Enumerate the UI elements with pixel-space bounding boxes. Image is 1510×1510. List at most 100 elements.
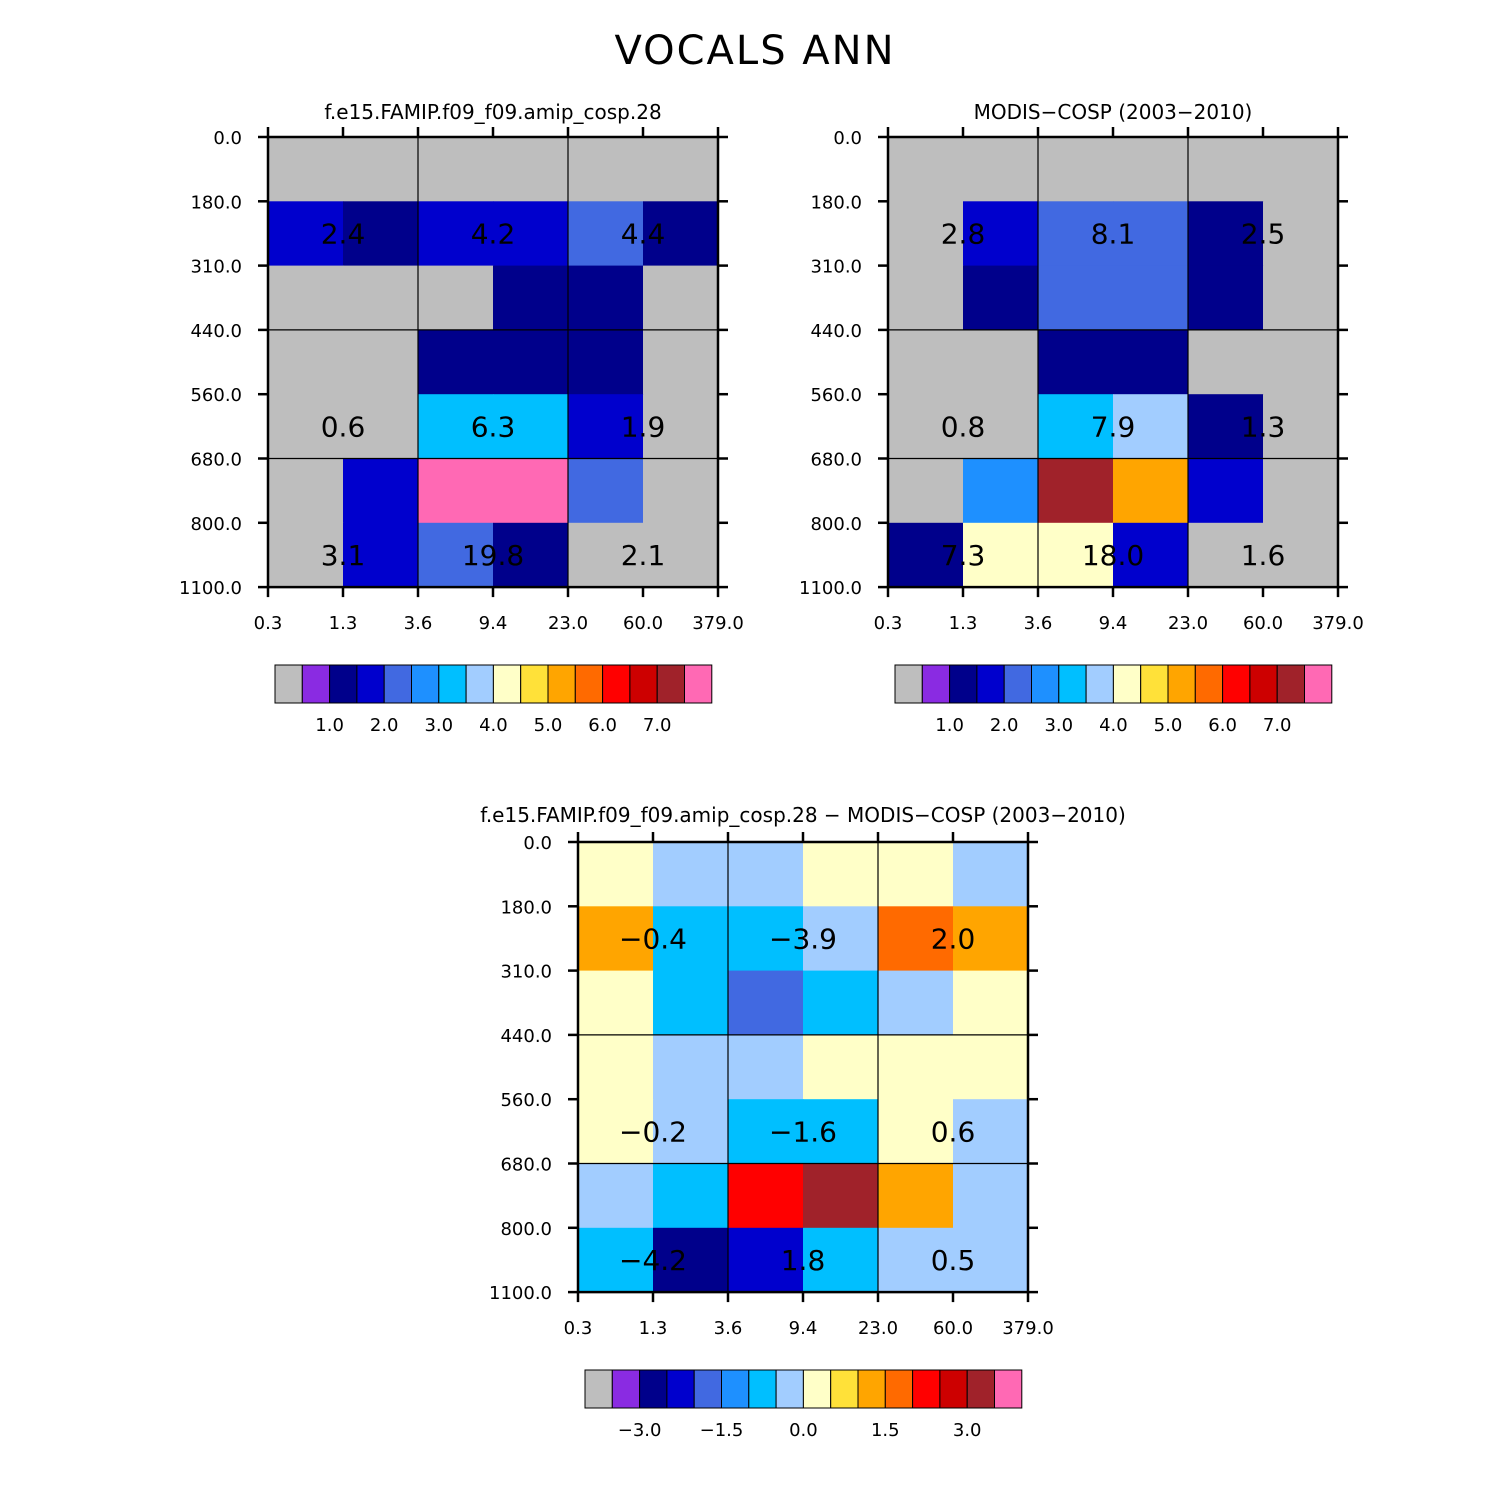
heatmap-cell (1113, 137, 1189, 202)
colorbar-swatch (976, 664, 1005, 704)
heatmap-cell (568, 394, 644, 459)
block-value-label: 2.4 (321, 217, 366, 250)
heatmap-cell (953, 906, 1029, 972)
heatmap-cell (418, 522, 494, 588)
block-value-label: 0.6 (931, 1115, 976, 1148)
block-value-label: 0.8 (941, 410, 986, 443)
heatmap-cell (953, 1163, 1029, 1229)
block-value-label: 7.9 (1091, 410, 1136, 443)
x-tick-label: 379.0 (692, 613, 744, 634)
y-tick-label: 0.0 (833, 128, 862, 149)
x-tick-label: 23.0 (548, 613, 588, 634)
colorbar-swatch (1167, 664, 1196, 704)
colorbar-swatch (301, 664, 331, 704)
heatmap-cell (803, 842, 879, 907)
y-tick-label: 180.0 (190, 192, 242, 213)
colorbar-label: 5.0 (1154, 715, 1183, 736)
heatmap-cell (803, 1034, 879, 1100)
heatmap-cell (578, 970, 654, 1036)
heatmap-cell (1188, 329, 1264, 395)
block-value-label: 0.6 (321, 410, 366, 443)
heatmap-cell (268, 458, 344, 524)
y-tick-label: 800.0 (810, 514, 862, 535)
heatmap-cell (418, 265, 494, 331)
colorbar-swatch (830, 1369, 859, 1409)
heatmap-cell (878, 1163, 954, 1229)
heatmap-cell (953, 1227, 1029, 1293)
colorbar-swatch (1112, 664, 1142, 704)
heatmap-cell (878, 1034, 954, 1100)
heatmap-cell (578, 1099, 654, 1164)
heatmap-cell (653, 1227, 729, 1293)
heatmap-cell (1188, 137, 1264, 202)
heatmap-cell (728, 970, 804, 1036)
colorbar-label: −1.5 (700, 1420, 744, 1441)
heatmap-cell (568, 522, 644, 588)
heatmap-cell (1113, 394, 1189, 459)
x-tick-label: 9.4 (1099, 613, 1128, 634)
colorbar-swatch (356, 664, 385, 704)
colorbar-swatch (629, 664, 658, 704)
heatmap-cell (643, 329, 719, 395)
colorbar-swatch (492, 664, 522, 704)
block-grid (888, 137, 1338, 588)
panel-2-title: MODIS−COSP (2003−2010) (973, 100, 1253, 124)
colorbar-swatch (611, 1369, 641, 1409)
x-tick-label: 1.3 (329, 613, 358, 634)
heatmap-cell (418, 137, 494, 202)
heatmap-cell (1038, 394, 1114, 459)
heatmap-cell (1188, 201, 1264, 267)
y-tick-label: 560.0 (500, 1090, 552, 1111)
heatmap-cell (888, 265, 964, 331)
heatmap-cell (888, 137, 964, 202)
heatmap-cell (1038, 329, 1114, 395)
colorbar-swatch (1003, 664, 1033, 704)
heatmap-cell (643, 522, 719, 588)
heatmap-cell (643, 201, 719, 267)
heatmap-cell (728, 1163, 804, 1229)
heatmap-cell (1038, 265, 1114, 331)
heatmap-cell (1113, 265, 1189, 331)
x-tick-label: 0.3 (564, 1318, 593, 1339)
heatmap-cell (728, 1034, 804, 1100)
colorbar-swatch (639, 1369, 668, 1409)
heatmap-cell (1263, 265, 1339, 331)
colorbar-swatch (721, 1369, 750, 1409)
colorbar-swatch (1031, 664, 1060, 704)
colorbar-swatch (857, 1369, 886, 1409)
heatmap-cell (653, 1034, 729, 1100)
heatmap-cell (493, 458, 569, 524)
block-grid (578, 842, 1028, 1293)
heatmap-cell (1113, 201, 1189, 267)
colorbar-label: 5.0 (534, 715, 563, 736)
x-tick-label: 23.0 (1168, 613, 1208, 634)
y-tick-label: 560.0 (810, 385, 862, 406)
colorbar-label: 3.0 (424, 715, 453, 736)
heatmap-cell (963, 329, 1039, 395)
heatmap-cell (803, 906, 879, 972)
heatmap-cell (418, 394, 494, 459)
heatmap-cell (728, 1227, 804, 1293)
colorbar-swatch (921, 664, 951, 704)
heatmap-cell (653, 906, 729, 972)
heatmap-cell (1113, 329, 1189, 395)
colorbar-label: −3.0 (618, 1420, 662, 1441)
x-tick-label: 379.0 (1312, 613, 1364, 634)
heatmap-cell (1113, 522, 1189, 588)
x-tick-label: 9.4 (479, 613, 508, 634)
block-value-label: −4.2 (619, 1244, 687, 1277)
block-value-label: 7.3 (941, 539, 986, 572)
colorbar-swatch (656, 664, 686, 704)
block-value-label: 6.3 (471, 410, 516, 443)
x-tick-label: 1.3 (639, 1318, 668, 1339)
block-value-label: 1.9 (621, 410, 666, 443)
colorbar-swatch (383, 664, 413, 704)
heatmap-cell (493, 522, 569, 588)
heatmap-cell (653, 842, 729, 907)
colorbar-swatch (438, 664, 467, 704)
heatmap-cell (963, 522, 1039, 588)
heatmap-cell (643, 394, 719, 459)
block-value-label: 2.1 (621, 539, 666, 572)
heatmap-cell (888, 522, 964, 588)
heatmap-cell (1263, 329, 1339, 395)
